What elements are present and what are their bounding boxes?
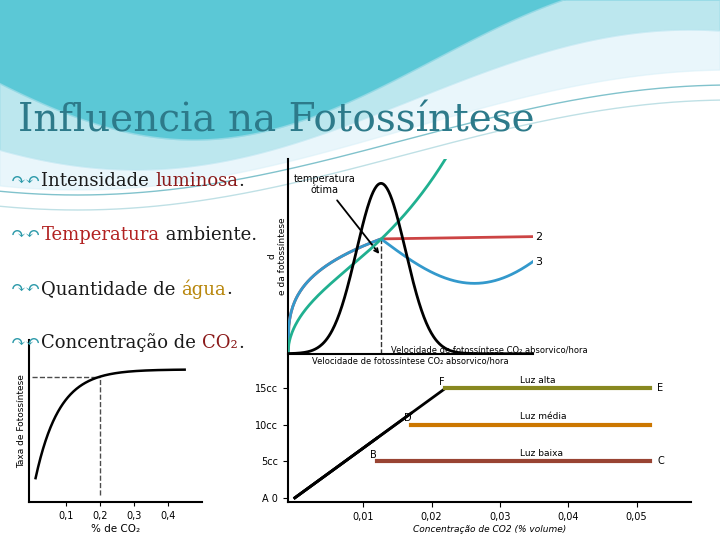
Text: Quantidade de: Quantidade de <box>42 280 181 298</box>
X-axis label: Concentração de CO2 (% volume): Concentração de CO2 (% volume) <box>413 525 566 534</box>
Text: 2: 2 <box>535 232 542 241</box>
Text: Influencia na Fotossíntese: Influencia na Fotossíntese <box>18 103 535 140</box>
Text: Concentração de: Concentração de <box>42 333 202 353</box>
Text: E: E <box>657 383 663 394</box>
Text: luminosa: luminosa <box>155 172 238 190</box>
Text: 3: 3 <box>535 256 542 267</box>
Text: temperatura
ótima: temperatura ótima <box>294 174 378 252</box>
Text: Luz alta: Luz alta <box>521 376 556 384</box>
Text: Luz baixa: Luz baixa <box>521 449 563 457</box>
Text: .: . <box>238 334 244 352</box>
X-axis label: Velocidade de fotossíntese CO₂ absorvico/hora: Velocidade de fotossíntese CO₂ absorvico… <box>312 356 509 366</box>
Text: C: C <box>657 456 664 467</box>
Text: ambiente.: ambiente. <box>160 226 257 244</box>
Text: água: água <box>181 279 226 299</box>
Text: .: . <box>226 280 233 298</box>
Text: ↷↶: ↷↶ <box>12 226 42 244</box>
Text: .: . <box>238 172 244 190</box>
Text: ↷↶: ↷↶ <box>12 280 42 298</box>
Text: Temperatura: Temperatura <box>42 226 160 244</box>
Text: ↷↶: ↷↶ <box>12 172 42 190</box>
Text: D: D <box>404 413 411 423</box>
Title: Velocidade de fotossíntese CO₂ absorvico/hora: Velocidade de fotossíntese CO₂ absorvico… <box>391 345 588 354</box>
Text: ↷↶: ↷↶ <box>12 334 42 352</box>
Y-axis label: d
e da fotossíntese: d e da fotossíntese <box>267 218 287 295</box>
Text: Luz média: Luz média <box>521 412 567 421</box>
Y-axis label: Taxa de Fotossíntese: Taxa de Fotossíntese <box>17 374 26 468</box>
Text: F: F <box>439 377 444 387</box>
X-axis label: % de CO₂: % de CO₂ <box>91 524 140 534</box>
Text: Intensidade: Intensidade <box>42 172 155 190</box>
Text: CO₂: CO₂ <box>202 334 238 352</box>
Text: B: B <box>370 450 377 460</box>
